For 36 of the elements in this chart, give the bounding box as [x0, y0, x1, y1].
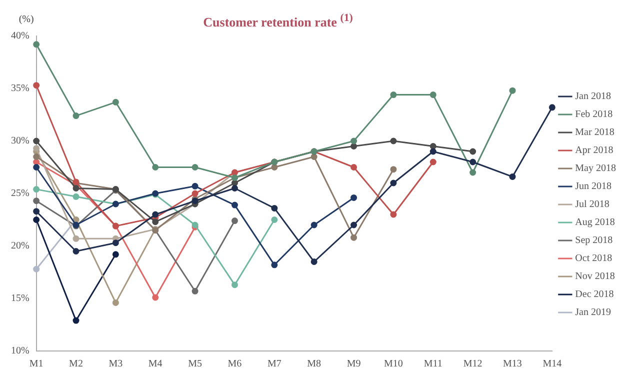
legend-label: Feb 2018 [575, 109, 613, 120]
x-tick-label: M1 [29, 358, 44, 370]
y-tick-label: 15% [10, 293, 30, 304]
x-tick-label: M5 [188, 358, 202, 370]
y-tick-label: 10% [10, 346, 30, 357]
x-tick-label: M4 [148, 358, 162, 370]
legend-label: Jun 2018 [575, 181, 612, 192]
legend-label: Mar 2018 [575, 127, 614, 138]
legend-label: Oct 2018 [575, 253, 612, 264]
legend-label: Jan 2019 [575, 307, 612, 318]
x-tick-label: M14 [542, 358, 562, 370]
x-tick-label: M8 [307, 358, 322, 370]
x-tick-label: M10 [384, 358, 403, 370]
legend-label: Apr 2018 [575, 145, 614, 156]
y-tick-label: 35% [10, 83, 30, 94]
legend-label: Jan 2018 [575, 91, 612, 102]
x-tick-label: M9 [346, 358, 361, 370]
y-tick-label: 25% [10, 188, 30, 200]
x-tick-label: M13 [503, 358, 522, 370]
x-tick-label: M3 [108, 358, 123, 370]
x-tick-label: M6 [228, 358, 242, 370]
y-axis-title: (%) [18, 14, 34, 25]
x-tick-label: M11 [424, 358, 442, 370]
legend-label: Aug 2018 [575, 217, 615, 228]
legend-label: Sep 2018 [575, 235, 613, 246]
legend-label: Nov 2018 [575, 271, 615, 282]
x-tick-label: M2 [69, 358, 83, 370]
y-tick-label: 30% [10, 136, 30, 147]
chart-title: Customer retention rate $^{(1)}$ [203, 12, 353, 30]
x-tick-label: M12 [463, 358, 482, 370]
y-tick-label: 40% [10, 30, 30, 42]
x-tick-label: M7 [267, 358, 282, 370]
legend-label: Dec 2018 [575, 289, 614, 300]
y-tick-label: 20% [10, 240, 30, 252]
legend-label: May 2018 [575, 163, 616, 174]
legend-label: Jul 2018 [575, 199, 610, 210]
